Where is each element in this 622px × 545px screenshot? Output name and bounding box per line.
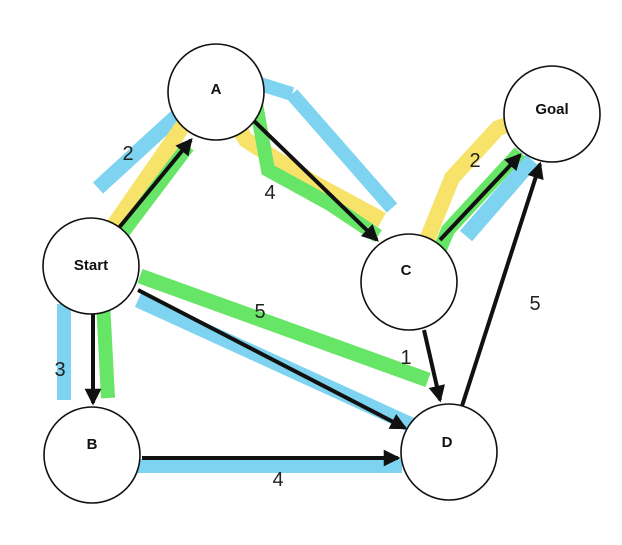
weight-layer: 2 4 2 3 5 4 1 5 (54, 143, 540, 491)
node-a-label: A (211, 81, 222, 98)
node-c-label: C (401, 262, 412, 279)
node-d-label: D (442, 434, 453, 451)
blue-highlight-a-c (286, 89, 398, 213)
node-layer: A Goal Start C B D (42, 43, 601, 504)
weight-start-d: 5 (254, 301, 265, 323)
node-d-circle (400, 403, 498, 501)
weight-start-a: 2 (122, 143, 133, 165)
weight-b-d: 4 (272, 469, 283, 491)
weight-start-b: 3 (54, 359, 65, 381)
weight-a-c: 4 (264, 182, 275, 204)
edge-layer (84, 117, 544, 467)
edge-c-goal (438, 153, 522, 242)
node-start-circle (42, 217, 140, 315)
edge-a-c (250, 117, 379, 242)
node-c-circle (360, 233, 458, 331)
blue-highlight-c-goal (459, 154, 539, 242)
edge-d-goal (460, 161, 544, 407)
weight-c-goal: 2 (469, 150, 480, 172)
weight-d-goal: 5 (529, 293, 540, 315)
node-a: A (167, 43, 265, 141)
node-a-circle (167, 43, 265, 141)
edge-c-d (422, 329, 446, 403)
edge-start-a (111, 138, 193, 237)
node-goal-circle (503, 65, 601, 163)
green-highlight-start-d (137, 268, 431, 388)
node-start: Start (42, 217, 140, 315)
node-start-label: Start (74, 257, 108, 274)
edge-start-d (137, 288, 408, 430)
node-d: D (400, 403, 498, 501)
node-b: B (43, 406, 141, 504)
node-c: C (360, 233, 458, 331)
node-b-circle (43, 406, 141, 504)
node-goal: Goal (503, 65, 601, 163)
node-b-label: B (87, 436, 98, 453)
node-goal-label: Goal (535, 101, 568, 118)
weight-c-d: 1 (400, 347, 411, 369)
